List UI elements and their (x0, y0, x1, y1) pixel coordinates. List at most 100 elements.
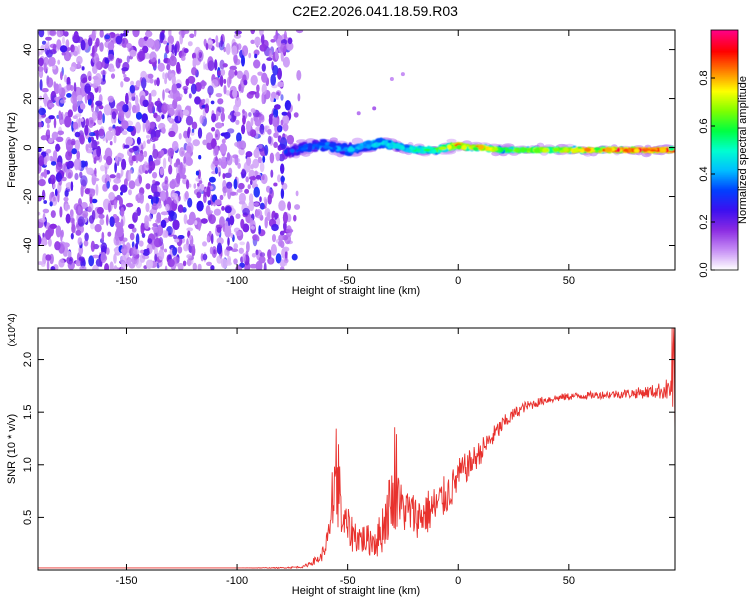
ridge-blob (431, 149, 437, 154)
noise-blob (67, 251, 72, 258)
noise-blob (43, 168, 47, 179)
noise-blob (130, 159, 134, 164)
noise-blob (81, 66, 85, 71)
colorbar-band (711, 36, 738, 39)
colorbar-band (711, 150, 738, 153)
noise-blob (249, 263, 258, 269)
noise-blob (220, 112, 225, 122)
noise-blob (100, 242, 107, 252)
colorbar: 0.00.20.40.60.8 Normalized spectral ampl… (698, 29, 749, 278)
noise-blob (80, 39, 86, 51)
noise-blob (173, 162, 178, 168)
noise-blob (192, 139, 200, 147)
noise-blob (100, 252, 107, 264)
noise-blob (118, 110, 125, 122)
halo-blob (351, 137, 364, 145)
colorbar-band (711, 112, 738, 115)
noise-blob (112, 184, 119, 192)
noise-blob (294, 204, 301, 210)
noise-blob (244, 188, 250, 194)
noise-blob (136, 112, 142, 120)
noise-blob (273, 132, 279, 139)
noise-blob (169, 157, 173, 165)
noise-blob (217, 98, 224, 105)
colorbar-band (711, 242, 738, 245)
noise-blob (49, 201, 53, 207)
noise-blob (185, 179, 190, 190)
noise-blob (43, 156, 48, 166)
noise-blob (98, 214, 105, 219)
noise-blob (259, 252, 266, 258)
spectrogram-frame (37, 29, 676, 271)
noise-blob (49, 174, 56, 185)
ridge-blob (616, 147, 621, 153)
noise-blob (145, 183, 151, 190)
y-tick-label: 20 (22, 92, 34, 104)
noise-blob (264, 144, 269, 156)
noise-blob (221, 206, 225, 211)
noise-blob (96, 129, 99, 140)
colorbar-band (711, 142, 738, 145)
noise-blob (80, 225, 84, 233)
noise-blob (248, 200, 255, 212)
noise-blob (275, 94, 279, 100)
noise-blob (86, 167, 94, 175)
noise-blob (75, 204, 83, 216)
noise-blob (275, 30, 279, 41)
colorbar-band (711, 158, 738, 161)
noise-blob (59, 45, 68, 53)
noise-blob (148, 160, 156, 171)
noise-blob (143, 40, 150, 46)
noise-blob (125, 43, 132, 49)
noise-blob (191, 245, 196, 257)
noise-blob (136, 192, 144, 201)
colorbar-band (711, 184, 738, 187)
noise-blob (39, 79, 43, 91)
colorbar-band (711, 80, 738, 83)
noise-blob (138, 240, 144, 247)
noise-blob (200, 184, 205, 191)
noise-blob (279, 230, 285, 236)
noise-blob (200, 253, 204, 262)
noise-blob (279, 137, 288, 149)
noise-blob (80, 175, 88, 187)
noise-blob (77, 237, 83, 246)
colorbar-band (711, 170, 738, 173)
noise-blob (282, 56, 290, 68)
noise-blob (54, 96, 59, 101)
noise-blob (163, 103, 170, 111)
colorbar-band (711, 128, 738, 131)
noise-blob (255, 260, 263, 270)
noise-blob (282, 246, 290, 252)
noise-blob (266, 57, 273, 61)
noise-blob (84, 83, 91, 94)
noise-blob (78, 245, 84, 256)
y-tick-label: 40 (22, 43, 34, 55)
noise-blob (160, 219, 167, 228)
noise-blob (297, 93, 301, 102)
noise-blob (202, 98, 206, 104)
colorbar-band (711, 162, 738, 165)
noise-blob (66, 76, 71, 85)
noise-blob (141, 77, 147, 89)
noise-blob (164, 77, 168, 85)
colorbar-band (711, 84, 738, 87)
snr-frame (37, 327, 676, 571)
noise-blob (55, 143, 60, 152)
noise-blob (146, 134, 150, 139)
noise-blob (208, 231, 212, 235)
snr-y-multiplier: (x10^4) (7, 313, 18, 346)
noise-blob (42, 208, 50, 214)
noise-blob (257, 156, 262, 164)
colorbar-band (711, 172, 738, 175)
ridge-blob (533, 147, 541, 153)
noise-blob (286, 134, 294, 145)
noise-blob (183, 88, 188, 95)
noise-blob (273, 182, 278, 187)
noise-blob (111, 111, 117, 120)
noise-blob (268, 116, 273, 125)
ridge-blob (558, 147, 563, 151)
noise-blob (213, 249, 216, 255)
colorbar-band (711, 110, 738, 113)
colorbar-band (711, 88, 738, 91)
